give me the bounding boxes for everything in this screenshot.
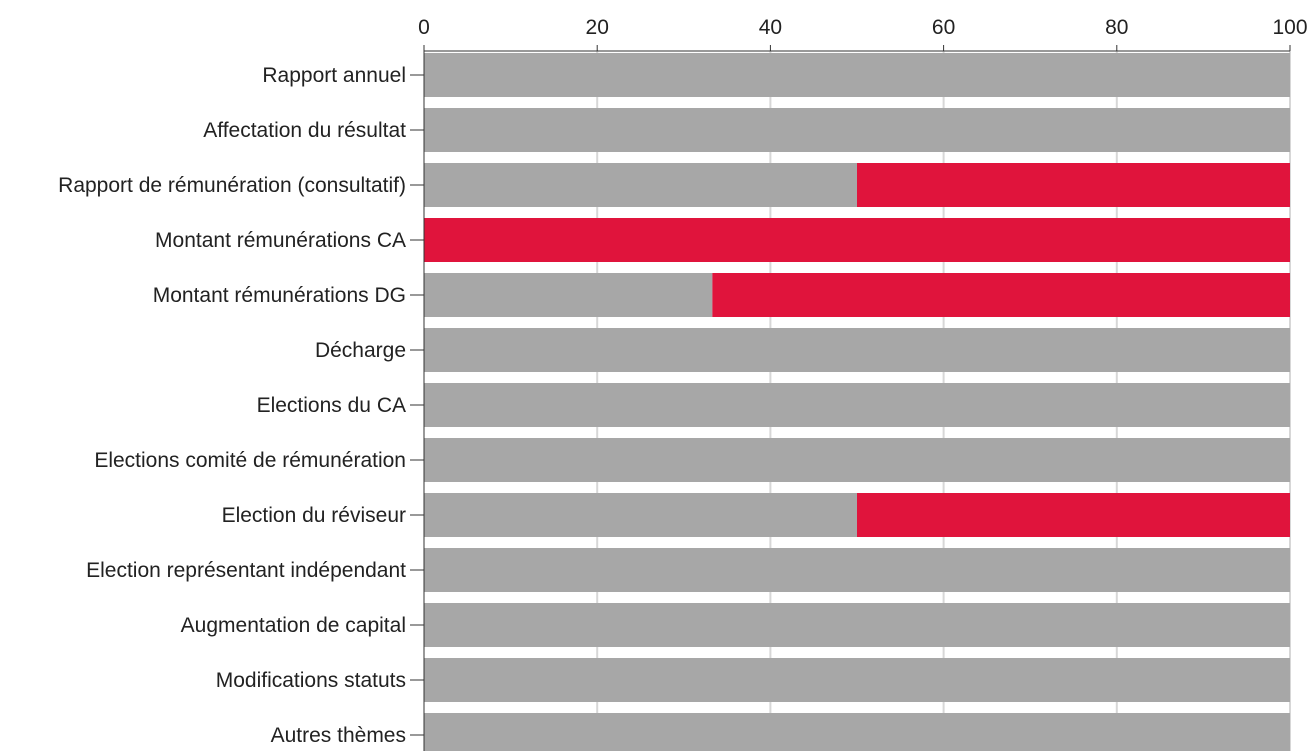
bar-segment-series-2 [712,273,1290,317]
y-category-label: Augmentation de capital [181,614,406,637]
bar-segment-series-1 [424,658,1290,702]
y-category-label: Elections du CA [257,394,406,417]
bar-segment-series-1 [424,713,1290,751]
x-tick-label: 20 [586,16,609,39]
y-category-label: Election représentant indépendant [86,559,406,582]
bar-segment-series-1 [424,493,857,537]
bar-segment-series-1 [424,383,1290,427]
y-category-label: Elections comité de rémunération [94,449,406,472]
y-category-label: Rapport de rémunération (consultatif) [58,174,406,197]
y-category-label: Décharge [315,339,406,362]
bar-segment-series-2 [424,218,1290,262]
bar-segment-series-1 [424,548,1290,592]
bar-segment-series-1 [424,163,857,207]
bar-segment-series-1 [424,328,1290,372]
bar-segment-series-1 [424,273,713,317]
x-tick-label: 60 [932,16,955,39]
y-category-label: Montant rémunérations CA [155,229,406,252]
y-category-label: Montant rémunérations DG [153,284,406,307]
bar-segment-series-2 [857,163,1290,207]
bar-segment-series-2 [857,493,1290,537]
y-category-label: Modifications statuts [216,669,406,692]
y-category-label: Affectation du résultat [203,119,406,142]
y-category-label: Autres thèmes [271,724,406,747]
x-tick-label: 80 [1105,16,1128,39]
x-tick-label: 40 [759,16,782,39]
bar-segment-series-1 [424,603,1290,647]
bar-segment-series-1 [424,438,1290,482]
x-tick-label: 100 [1272,16,1307,39]
bar-segment-series-1 [424,108,1290,152]
y-category-label: Election du réviseur [222,504,406,527]
x-tick-label: 0 [418,16,430,39]
bar-segment-series-1 [424,53,1290,97]
y-category-label: Rapport annuel [262,64,406,87]
